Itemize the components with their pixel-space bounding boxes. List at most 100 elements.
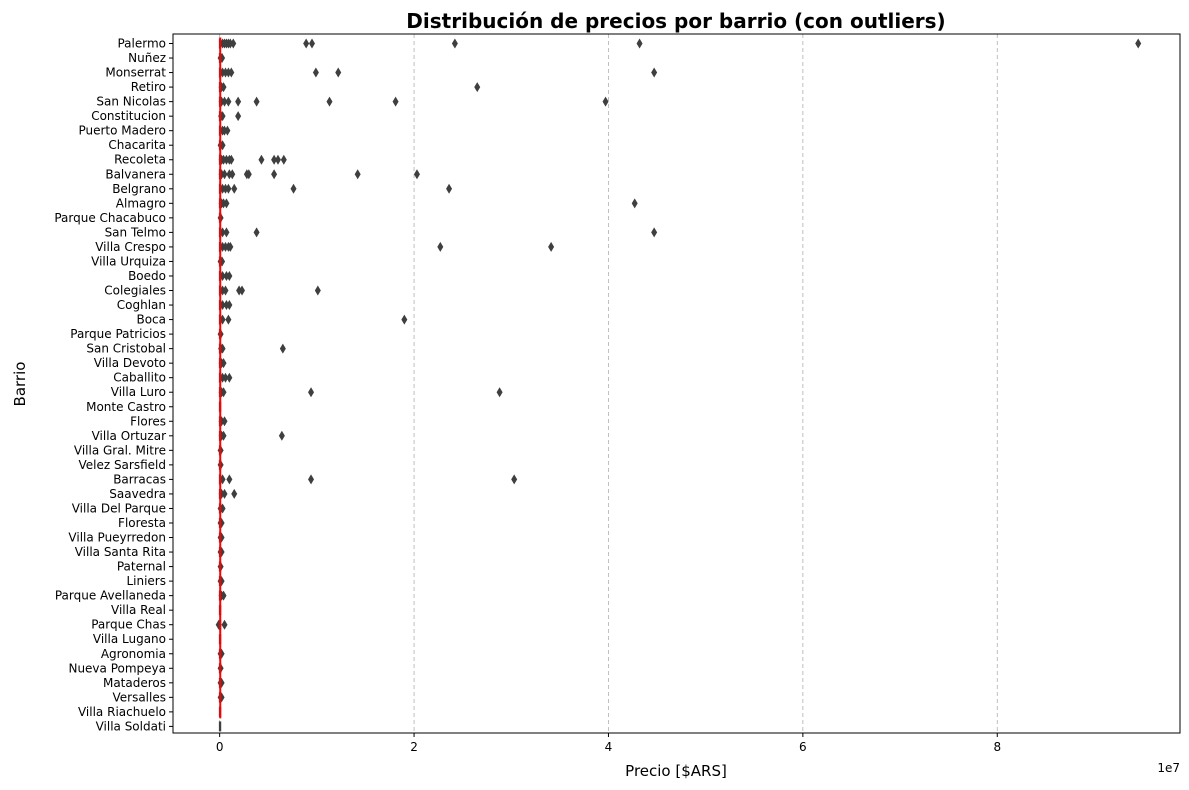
y-tick-label: Villa Real (111, 603, 166, 617)
outlier-point (225, 183, 232, 194)
outlier-point (225, 96, 232, 107)
outlier-point (303, 38, 310, 49)
outlier-point (222, 285, 229, 296)
outlier-point (474, 82, 481, 93)
outlier-point (231, 488, 238, 499)
x-tick-label: 6 (799, 740, 807, 754)
y-tick-label: Caballito (113, 371, 166, 385)
outlier-point (223, 227, 230, 238)
chart-title: Distribución de precios por barrio (con … (406, 9, 945, 33)
y-tick-label: Villa Crespo (95, 240, 166, 254)
x-tick-label: 8 (993, 740, 1001, 754)
y-tick-label: San Nicolas (96, 95, 166, 109)
outlier-point (220, 590, 227, 601)
outlier-point (221, 416, 228, 427)
outlier-point (274, 154, 281, 165)
outlier-point (245, 169, 252, 180)
outlier-point (636, 38, 643, 49)
outlier-point (278, 430, 285, 441)
outlier-point (239, 285, 246, 296)
outlier-point (290, 183, 297, 194)
outlier-point (413, 169, 420, 180)
y-tick-label: Mataderos (103, 676, 166, 690)
outlier-point (496, 387, 503, 398)
y-tick-label: Boedo (128, 269, 166, 283)
y-tick-label: Paternal (117, 560, 166, 574)
outlier-point (312, 67, 319, 78)
y-tick-label: Versalles (112, 690, 166, 704)
y-tick-label: Villa Lugano (93, 632, 166, 646)
y-axis-label: Barrio (11, 362, 29, 407)
y-tick-label: Colegiales (104, 284, 166, 298)
x-axis-label: Precio [$ARS] (625, 762, 727, 780)
y-tick-label: Villa Santa Rita (75, 545, 166, 559)
outlier-point (220, 82, 227, 93)
outlier-point (235, 111, 242, 122)
y-tick-label: Velez Sarsfield (78, 458, 166, 472)
y-tick-label: Monserrat (105, 66, 166, 80)
outlier-point (230, 38, 237, 49)
box-group (218, 38, 1142, 49)
y-tick-label: Villa Soldati (96, 719, 166, 733)
y-tick-label: Agronomia (101, 647, 166, 661)
x-tick-label: 0 (216, 740, 224, 754)
y-tick-label: San Telmo (105, 225, 166, 239)
outlier-point (221, 619, 228, 630)
y-tick-label: Chacarita (108, 138, 166, 152)
y-tick-label: Retiro (131, 80, 166, 94)
y-tick-label: Villa Ortuzar (92, 429, 166, 443)
box (218, 721, 222, 732)
y-tick-label: Coghlan (117, 298, 166, 312)
y-tick-label: Belgrano (112, 182, 166, 196)
outlier-point (548, 241, 555, 252)
outlier-point (226, 270, 233, 281)
outlier-point (220, 430, 227, 441)
outlier-point (226, 474, 233, 485)
outlier-point (437, 241, 444, 252)
outlier-point (401, 314, 408, 325)
outlier-point (446, 183, 453, 194)
outlier-point (280, 154, 287, 165)
outlier-point (1135, 38, 1142, 49)
y-tick-label: Puerto Madero (78, 124, 166, 138)
box-group (218, 82, 481, 93)
y-tick-label: Villa Urquiza (91, 254, 166, 268)
y-tick-label: Nuñez (128, 51, 166, 65)
outlier-point (225, 314, 232, 325)
y-tick-label: Villa Gral. Mitre (74, 443, 166, 457)
y-tick-label: Nueva Pompeya (68, 661, 166, 675)
box-group (218, 241, 555, 252)
outlier-point (226, 372, 233, 383)
outlier-point (314, 285, 321, 296)
plot-frame (172, 33, 1181, 734)
outlier-point (258, 154, 265, 165)
y-tick-label: Saavedra (109, 487, 166, 501)
outlier-point (223, 198, 230, 209)
y-tick-label: Villa Del Parque (72, 501, 166, 515)
y-tick-label: Liniers (126, 574, 166, 588)
y-tick-label: San Cristobal (86, 342, 166, 356)
outlier-point (235, 96, 242, 107)
y-tick-label: Almagro (116, 196, 166, 210)
box-series (215, 37, 1142, 732)
outlier-point (279, 343, 286, 354)
outlier-point (222, 372, 229, 383)
outlier-point (228, 67, 235, 78)
box-group (218, 474, 518, 485)
outlier-point (220, 358, 227, 369)
outlier-point (392, 96, 399, 107)
y-tick-label: Villa Devoto (94, 356, 166, 370)
outlier-point (651, 67, 658, 78)
y-tick-label: Balvanera (105, 167, 166, 181)
box-group (218, 721, 222, 732)
outlier-point (335, 67, 342, 78)
y-tick-label: Floresta (118, 516, 166, 530)
y-tick-label: Villa Luro (111, 385, 166, 399)
outlier-point (651, 227, 658, 238)
y-tick-label: Villa Riachuelo (78, 705, 166, 719)
y-tick-label: Villa Pueyrredon (68, 531, 166, 545)
outlier-point (221, 488, 228, 499)
outlier-point (224, 125, 231, 136)
